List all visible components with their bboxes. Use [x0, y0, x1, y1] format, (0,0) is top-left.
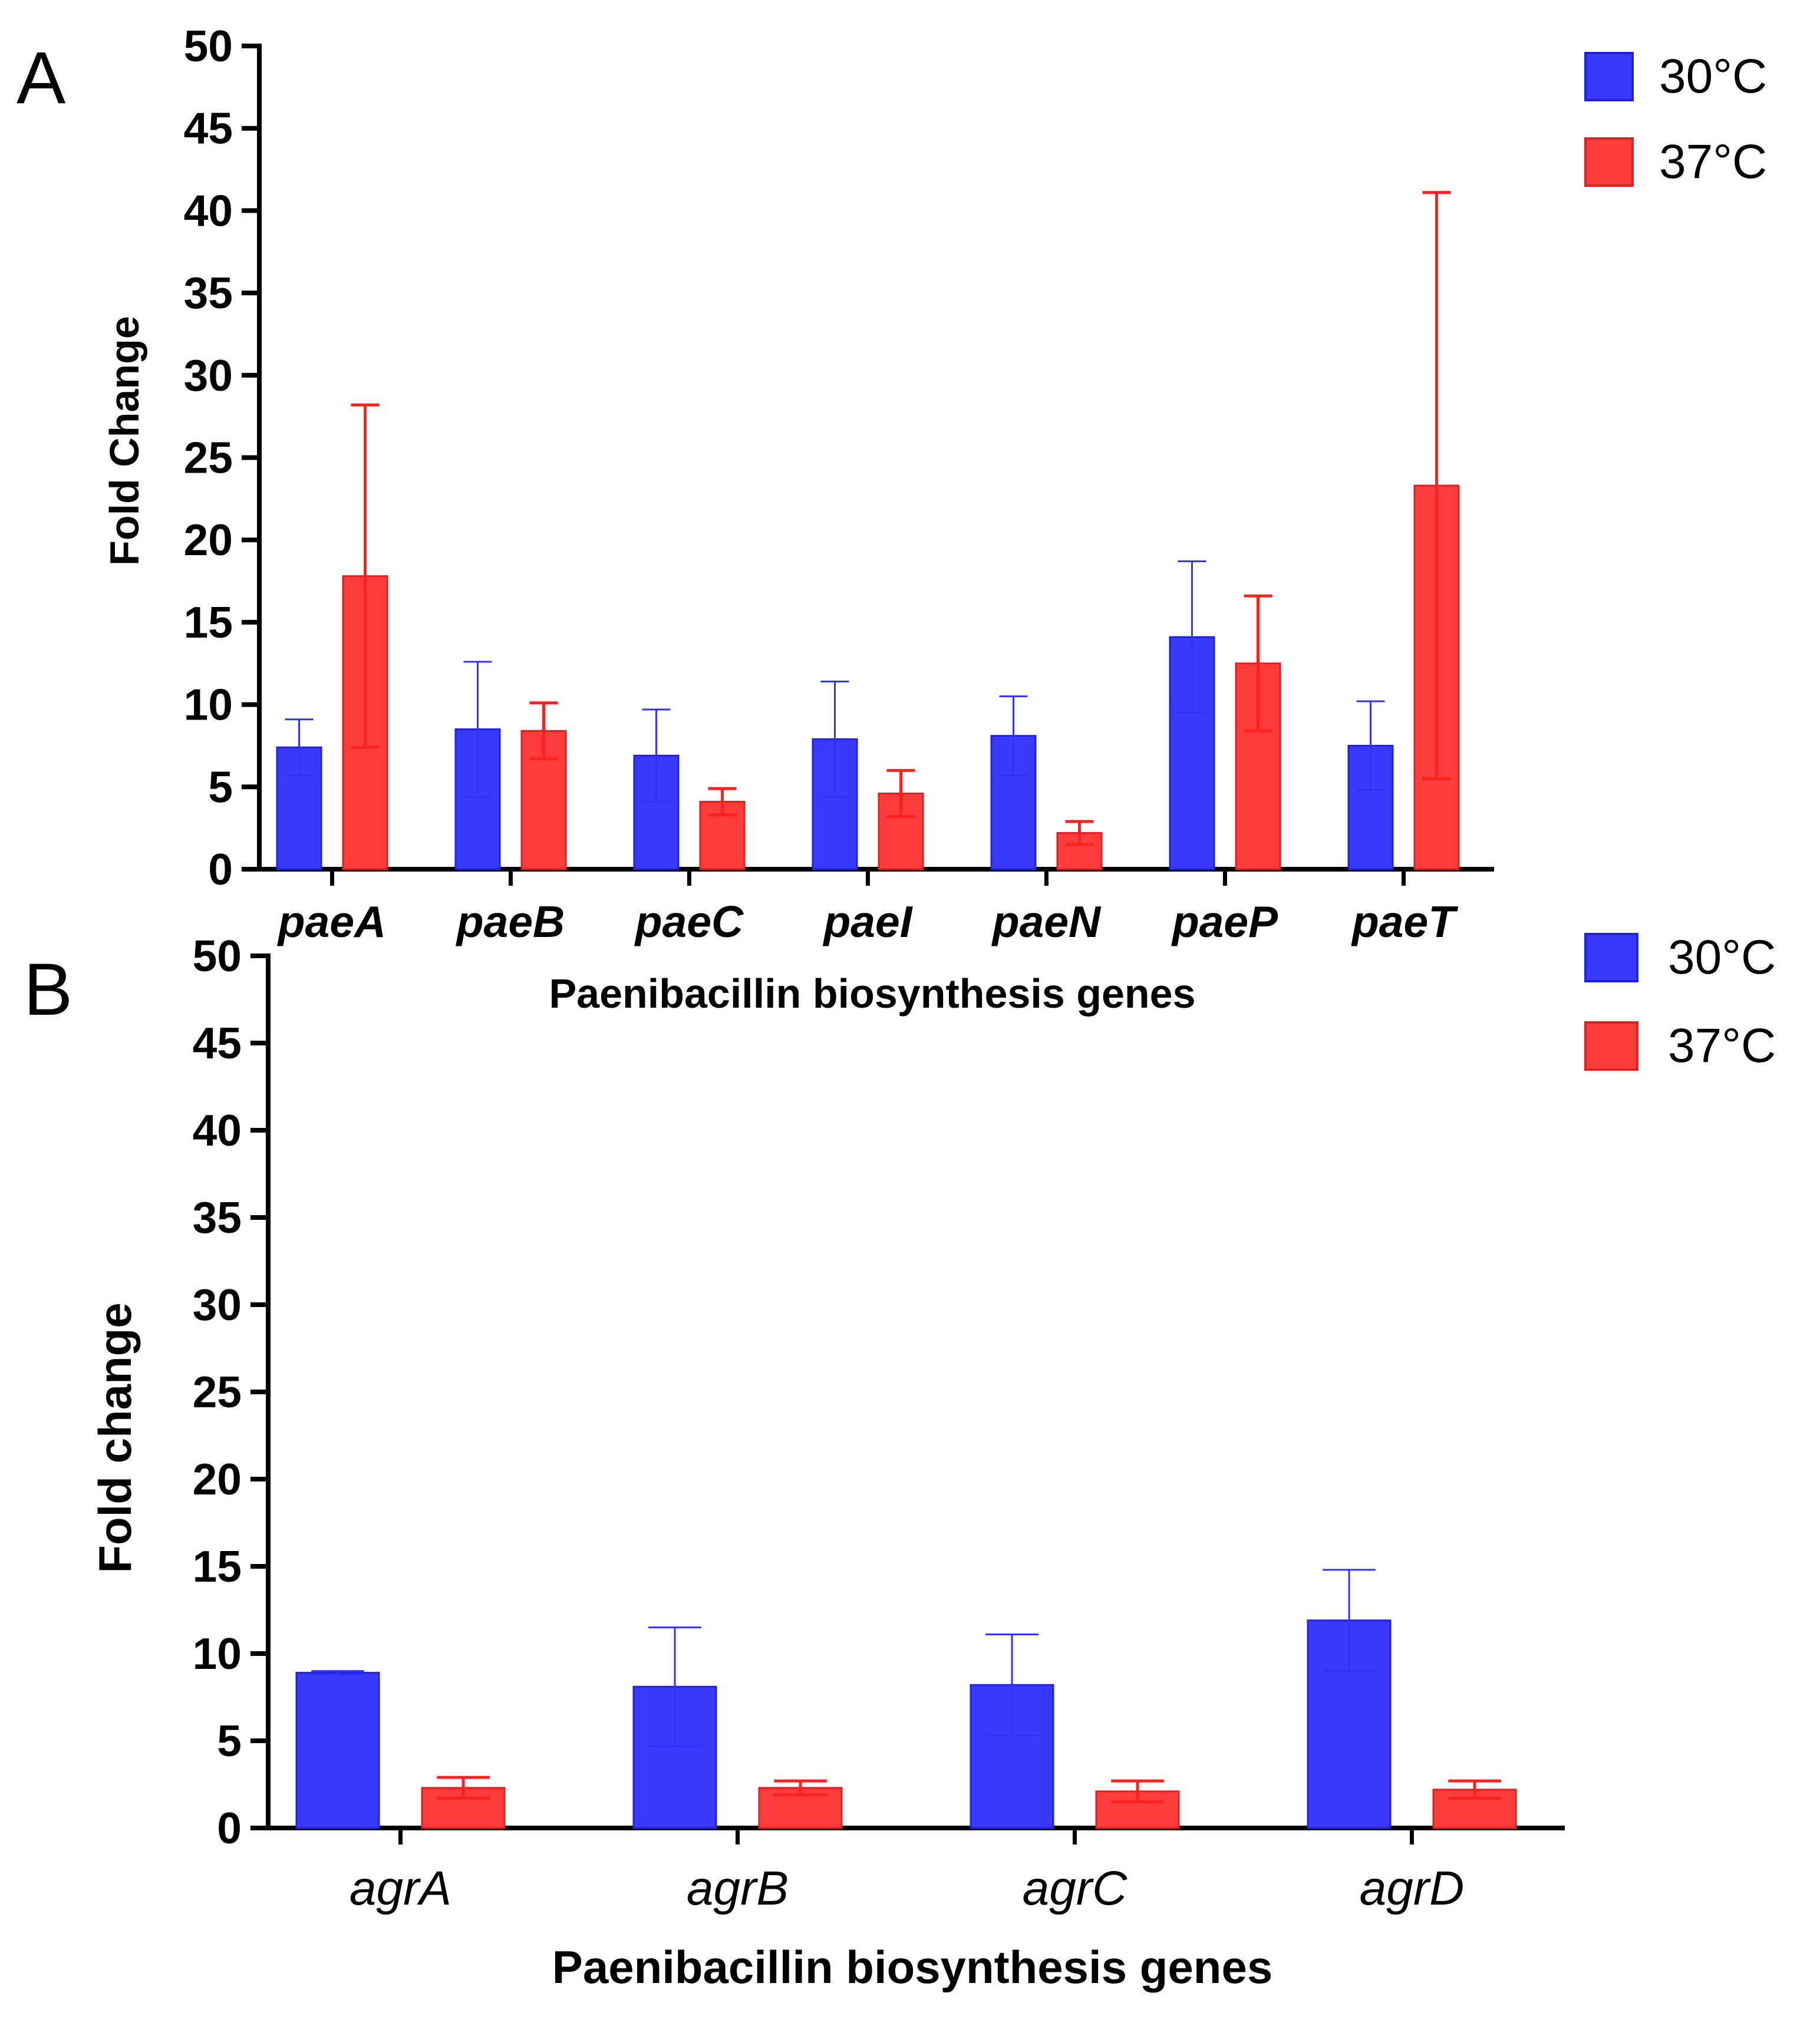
- panel-letter: B: [24, 949, 72, 1031]
- y-tick-label: 35: [193, 1193, 242, 1242]
- y-tick-label: 0: [217, 1803, 242, 1853]
- x-tick-label: paeN: [991, 897, 1102, 946]
- legend-label-37c: 37°C: [1668, 1019, 1776, 1073]
- y-tick-label: 35: [184, 268, 233, 318]
- panel-a-chart: A 0 5 10 15 20 25 30 35 40 45 50 paeA paeB paeC paeI pae…: [17, 21, 1767, 1017]
- y-axis-title: Fold change: [89, 1302, 141, 1573]
- x-tick-label: paeI: [822, 897, 913, 946]
- bar-30c: [276, 746, 322, 870]
- y-tick-label: 5: [208, 762, 233, 811]
- x-tick-label: paeC: [634, 897, 744, 946]
- legend-swatch-37c: [1584, 1021, 1638, 1071]
- legend-swatch-30c: [1584, 933, 1638, 982]
- x-tick-label: paeT: [1351, 897, 1459, 946]
- x-tick-label: agrA: [350, 1862, 451, 1915]
- y-tick-label: 40: [184, 186, 233, 235]
- x-tick-label: paeP: [1171, 897, 1278, 946]
- y-tick-label: 50: [193, 931, 242, 981]
- y-tick-label: 45: [184, 104, 233, 153]
- y-axis-title: Fold Change: [101, 316, 147, 566]
- y-tick-label: 20: [184, 515, 233, 565]
- x-axis-title: Paenibacillin biosynthesis genes: [549, 971, 1195, 1017]
- x-tick-label: agrB: [687, 1862, 789, 1915]
- panel-letter: A: [17, 37, 66, 119]
- y-tick-label: 50: [184, 21, 233, 71]
- y-tick-label: 5: [217, 1716, 242, 1766]
- y-tick-label: 45: [193, 1018, 242, 1068]
- y-tick-label: 25: [193, 1367, 242, 1417]
- panel-b-chart: B 0 5 10 15 20 25 30 35 40 45 50 agrA agrB agrC agrD Pae…: [24, 930, 1776, 1993]
- y-tick-label: 10: [193, 1629, 242, 1678]
- x-tick-label: agrC: [1023, 1862, 1128, 1915]
- x-tick-label: paeA: [277, 897, 386, 946]
- y-tick-label: 40: [193, 1106, 242, 1155]
- x-tick-label: paeB: [456, 897, 565, 946]
- y-tick-label: 15: [193, 1542, 242, 1591]
- y-tick-label: 15: [184, 598, 233, 647]
- legend-label-30c: 30°C: [1668, 930, 1776, 984]
- y-tick-label: 30: [193, 1280, 242, 1329]
- x-tick-label: agrD: [1360, 1862, 1465, 1915]
- y-tick-label: 10: [184, 680, 233, 730]
- bar-30c: [295, 1672, 380, 1829]
- y-tick-label: 25: [184, 433, 233, 483]
- legend-swatch-30c: [1584, 52, 1634, 101]
- y-tick-label: 0: [208, 844, 233, 894]
- legend-label-37c: 37°C: [1659, 135, 1767, 189]
- y-tick-label: 20: [193, 1454, 242, 1504]
- x-axis-title: Paenibacillin biosynthesis genes: [552, 1941, 1272, 1993]
- y-tick-label: 30: [184, 351, 233, 400]
- legend-swatch-37c: [1584, 137, 1634, 187]
- legend-label-30c: 30°C: [1659, 50, 1767, 103]
